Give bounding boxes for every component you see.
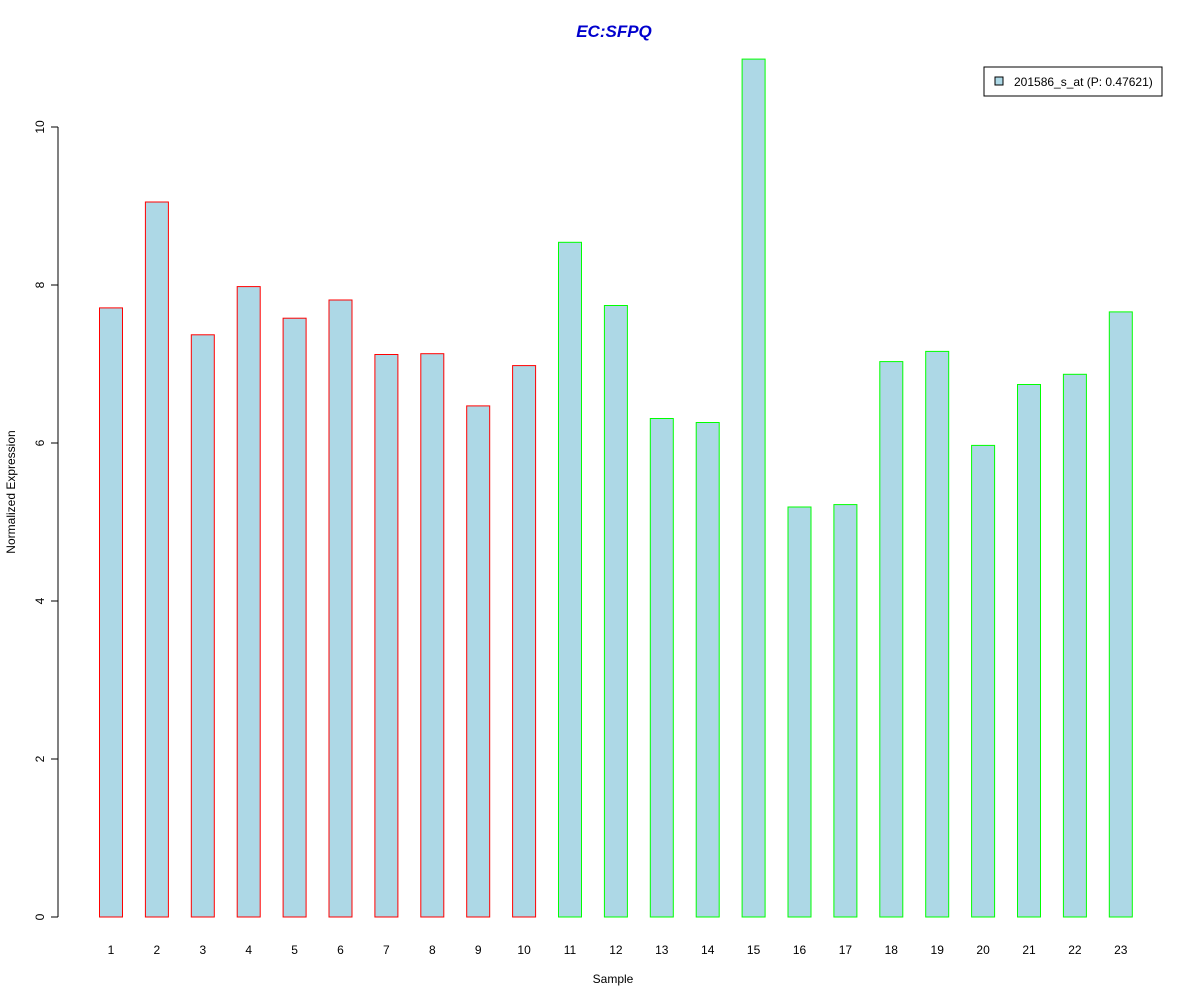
x-tick-label: 4 <box>245 943 252 957</box>
y-tick-label: 2 <box>33 755 47 762</box>
y-axis: 0 2 4 6 8 10 <box>33 120 59 920</box>
bar-sample-7 <box>374 354 399 918</box>
bar-sample-18 <box>879 361 904 918</box>
legend: 201586_s_at (P: 0.47621) <box>983 66 1163 97</box>
bar-sample-19 <box>925 350 950 918</box>
x-tick-label: 21 <box>1022 943 1036 957</box>
bar-sample-21 <box>1017 384 1041 918</box>
x-tick-label: 22 <box>1068 943 1082 957</box>
bar-sample-5 <box>282 317 307 918</box>
x-tick-label: 10 <box>517 943 531 957</box>
x-tick-label: 1 <box>108 943 115 957</box>
legend-box <box>983 66 1163 97</box>
x-tick-label: 9 <box>475 943 482 957</box>
bar-sample-8 <box>420 353 445 918</box>
x-tick-label: 20 <box>976 943 990 957</box>
y-axis-label: Normalized Expression <box>4 430 18 553</box>
bar-sample-14 <box>695 422 720 918</box>
bar-sample-20 <box>971 444 996 918</box>
legend-swatch <box>994 76 1004 86</box>
x-tick-label: 16 <box>793 943 807 957</box>
x-axis-label: Sample <box>593 972 634 986</box>
x-tick-label: 11 <box>564 943 577 957</box>
bar-sample-4 <box>236 286 261 918</box>
y-tick-label: 6 <box>33 439 47 446</box>
x-tick-labels: 1 2 3 4 5 6 7 8 9 10 11 12 13 14 15 16 17 18 19 20 21 22 23 <box>108 943 1128 957</box>
bar-sample-13 <box>649 418 674 918</box>
bar-sample-23 <box>1108 311 1133 918</box>
chart-title: EC:SFPQ <box>576 22 652 41</box>
x-tick-label: 19 <box>931 943 945 957</box>
x-tick-label: 8 <box>429 943 436 957</box>
y-tick-label: 4 <box>33 597 47 604</box>
x-tick-label: 14 <box>701 943 715 957</box>
x-tick-label: 13 <box>655 943 669 957</box>
bar-sample-10 <box>512 365 537 918</box>
x-tick-label: 3 <box>199 943 206 957</box>
x-tick-label: 17 <box>839 943 853 957</box>
legend-label: 201586_s_at (P: 0.47621) <box>1014 75 1153 89</box>
y-tick-label: 10 <box>33 120 47 134</box>
x-tick-label: 6 <box>337 943 344 957</box>
bars <box>99 58 1133 918</box>
x-tick-label: 7 <box>383 943 390 957</box>
bar-sample-22 <box>1062 373 1087 918</box>
x-tick-label: 2 <box>154 943 161 957</box>
y-tick-label: 8 <box>33 281 47 288</box>
x-tick-label: 23 <box>1114 943 1128 957</box>
x-tick-label: 5 <box>291 943 298 957</box>
bar-sample-12 <box>603 305 628 918</box>
bar-sample-17 <box>833 504 858 918</box>
bar-sample-2 <box>144 201 169 918</box>
y-tick-label: 0 <box>33 913 47 920</box>
bar-sample-1 <box>99 307 123 918</box>
bar-sample-6 <box>328 299 353 918</box>
bar-sample-15 <box>741 58 766 918</box>
x-tick-label: 15 <box>747 943 761 957</box>
x-tick-label: 12 <box>609 943 623 957</box>
x-tick-label: 18 <box>885 943 899 957</box>
bar-sample-16 <box>787 506 812 918</box>
bar-sample-9 <box>466 405 491 918</box>
bar-sample-3 <box>190 334 215 918</box>
bar-sample-11 <box>558 241 582 918</box>
